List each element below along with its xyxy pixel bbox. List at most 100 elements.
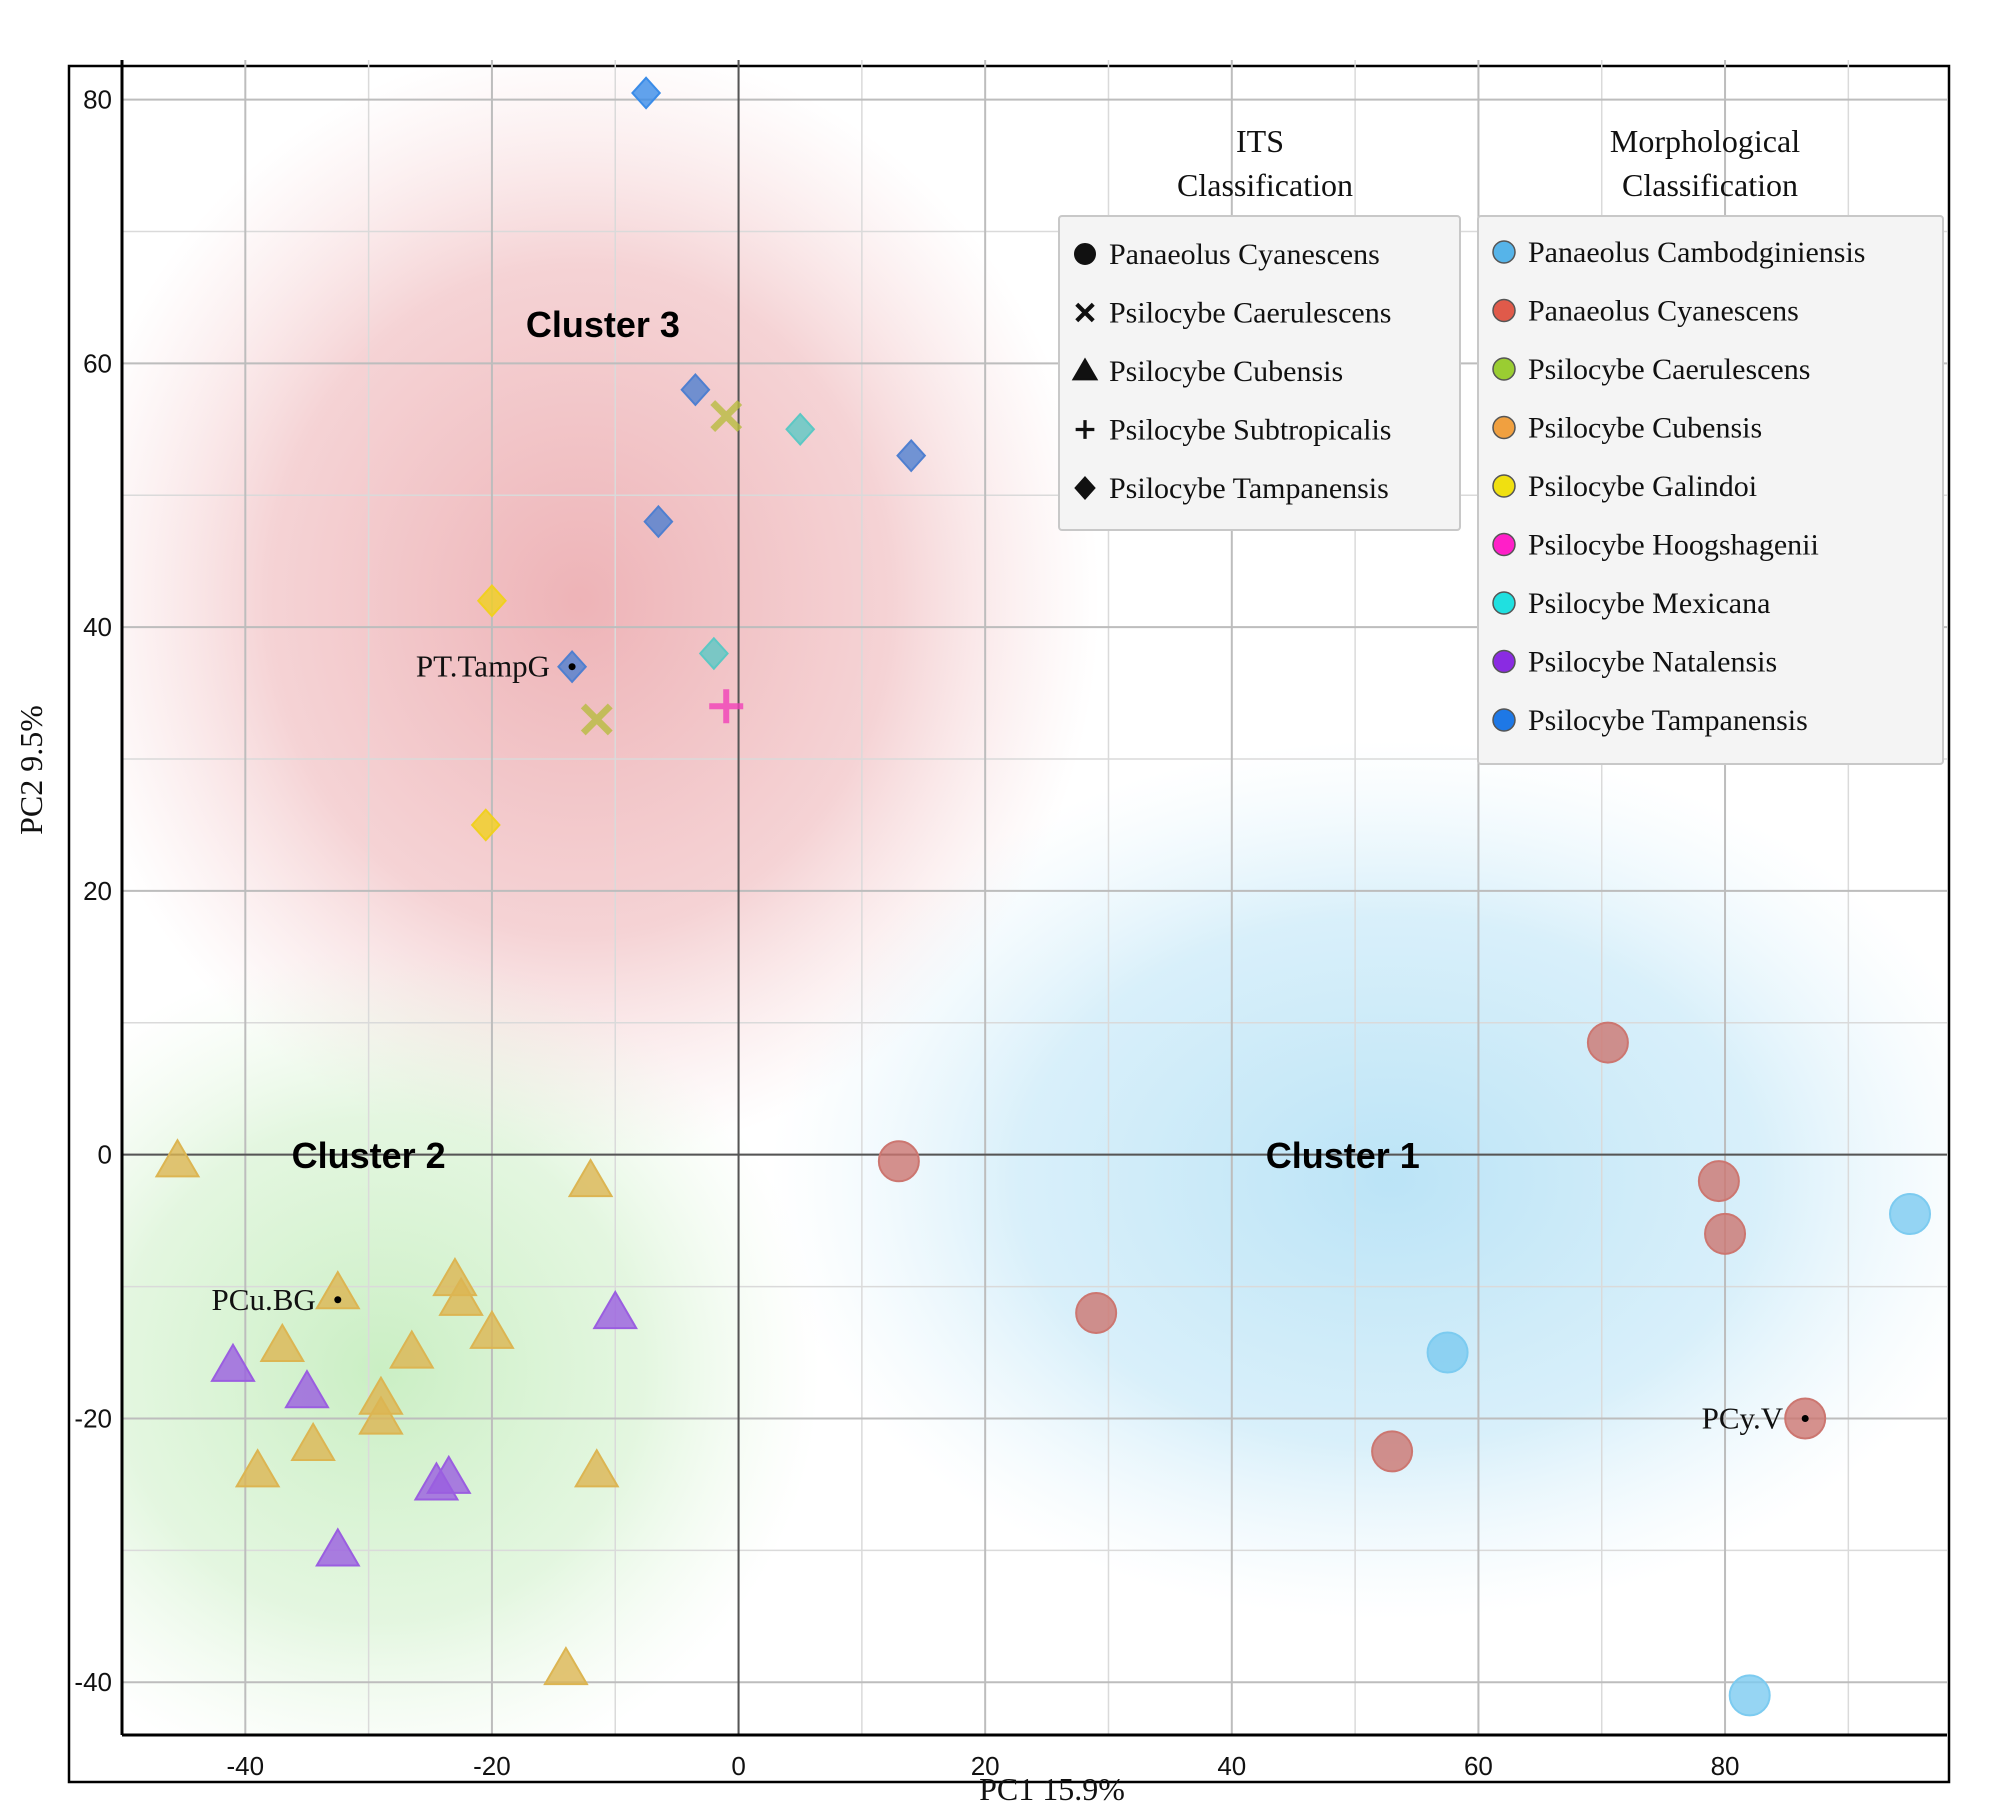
triangle-point [315,1527,361,1567]
its-legend-item: Psilocybe Caerulescens [1075,297,1391,330]
cluster-3-region [122,60,1100,1160]
morph-legend-label: Psilocybe Mexicana [1528,587,1770,620]
its-legend-label: Psilocybe Caerulescens [1109,297,1391,330]
its-legend-title-line2: Classification [1177,167,1353,203]
morph-legend-swatch [1492,240,1516,264]
y-tick-label: 20 [83,876,112,906]
its-legend-icon [1075,302,1095,323]
morph-legend-swatch [1492,649,1516,674]
y-tick-label: -20 [74,1403,112,1433]
x-tick-label: 20 [971,1751,1000,1781]
its-legend-title-line1: ITS [1236,123,1284,159]
morph-legend-label: Psilocybe Caerulescens [1528,353,1810,386]
triangle-point [259,1322,306,1363]
morph-legend-title-line2: Classification [1622,167,1798,203]
triangle-point [543,1646,589,1686]
morph-legend-item: Psilocybe Galindoi [1492,470,1757,503]
diamond-point [470,808,501,842]
morph-legend-label: Psilocybe Galindoi [1528,470,1757,503]
morph-legend-item: Psilocybe Tampanensis [1492,704,1808,737]
axes: -40 -20 0 20 40 60 80 -40 -20 0 20 40 60 80 [74,60,1947,1781]
cluster-label: Cluster 3 [526,304,680,345]
diamond-point [631,76,662,110]
triangle-point [592,1289,638,1330]
morph-legend-item: Panaeolus Cyanescens [1492,295,1799,328]
cluster-1-region [770,740,1947,1620]
triangle-point [154,1138,201,1178]
x-point [710,400,743,433]
annotation-dot [334,1296,342,1304]
cluster-shading [122,60,1947,1735]
plus-point [709,689,744,724]
circle-point [1704,1212,1747,1255]
its-legend-item: Psilocybe Subtropicalis [1075,414,1391,447]
cluster-label: Cluster 1 [1266,1135,1420,1176]
circle-point [877,1140,920,1183]
x-tick-label: -20 [473,1751,511,1781]
triangle-point [290,1421,336,1461]
annotation-dot [1801,1414,1809,1422]
morph-legend-swatch [1492,298,1516,323]
morph-legend-item: Psilocybe Hoogshagenii [1492,529,1819,562]
morph-legend-label: Psilocybe Natalensis [1528,646,1777,679]
outer-frame [67,64,1951,1784]
morph-legend-label: Panaeolus Cyanescens [1528,295,1799,328]
y-tick-label: -40 [74,1667,112,1697]
morph-legend-item: Psilocybe Mexicana [1492,587,1770,620]
morph-legend-swatch [1492,474,1516,498]
morph-legend-title-line1: Morphological [1610,123,1800,159]
annotations: PT.TampG PCu.BG PCy.V [212,649,1809,1435]
x-tick-label: 60 [1464,1751,1493,1781]
its-legend-item: Psilocybe Cubensis [1071,355,1343,388]
morph-legend-box [1477,215,1944,765]
y-tick-label: 0 [98,1140,112,1170]
triangle-point [358,1395,404,1435]
annotation-dot [568,663,576,671]
annotation-label: PCu.BG [212,1282,316,1317]
triangle-point [567,1158,614,1198]
diamond-point [896,438,927,473]
y-tick-label: 80 [83,85,112,115]
morph-legend-label: Psilocybe Tampanensis [1528,704,1808,737]
diamond-point [785,412,816,446]
circle-point [1697,1160,1740,1203]
triangle-point [426,1454,472,1494]
y-axis-title: PC2 9.5% [13,705,49,835]
triangle-point [438,1276,484,1316]
its-legend-label: Psilocybe Tampanensis [1109,472,1389,505]
its-legend-icon [1075,420,1095,439]
diamond-point [680,373,711,407]
triangle-point [284,1369,330,1409]
x-tick-label: -40 [227,1751,265,1781]
circle-point [1371,1430,1414,1473]
circle-point [1728,1674,1771,1717]
morph-legend-swatch [1492,532,1516,557]
morph-legend: Morphological Classification Panaeolus C… [1477,123,1944,765]
its-legend-label: Psilocybe Subtropicalis [1109,414,1391,447]
its-legend-icon [1071,357,1099,381]
its-legend-box [1058,215,1461,531]
morph-legend-item: Psilocybe Natalensis [1492,646,1777,679]
diamond-point [476,584,507,618]
morph-legend-swatch [1492,591,1516,615]
triangle-point [469,1309,515,1349]
triangle-point [210,1342,256,1382]
its-legend-icon [1074,243,1096,265]
annotation-label: PT.TampG [416,649,550,684]
x-axis-title: PC1 15.9% [979,1771,1125,1807]
x-tick-label: 40 [1217,1751,1246,1781]
cluster-2-region [122,950,820,1735]
y-tick-label: 40 [83,612,112,642]
circle-point [1075,1291,1118,1334]
cluster-labels: Cluster 1 Cluster 2 Cluster 3 [292,304,1420,1176]
morph-legend-label: Psilocybe Hoogshagenii [1528,529,1819,562]
diamond-point [698,636,729,671]
its-legend-icon [1074,476,1096,500]
morph-legend-label: Psilocybe Cubensis [1528,412,1762,445]
morph-legend-swatch [1492,708,1516,732]
its-legend-item: Psilocybe Tampanensis [1074,472,1389,505]
x-tick-label: 0 [731,1751,745,1781]
data-points [154,76,1932,1717]
morph-legend-swatch [1492,357,1516,381]
morph-legend-swatch [1492,415,1516,440]
